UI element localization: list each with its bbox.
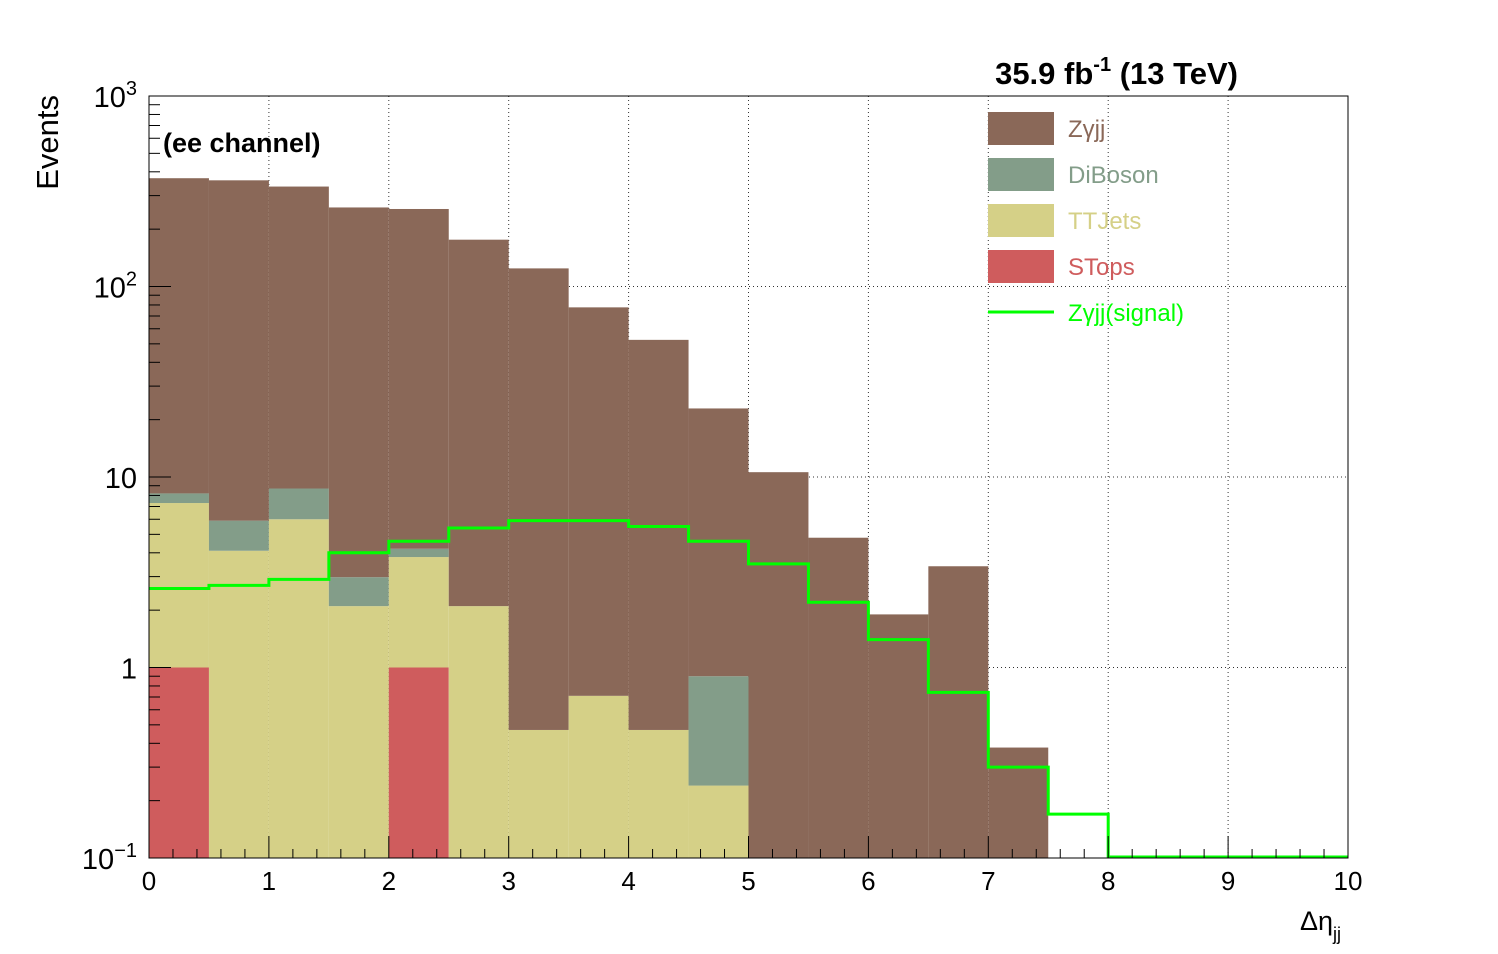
x-tick-label: 10 [1334, 866, 1363, 896]
bar-diboson [388, 548, 449, 558]
bar-zgjj [748, 472, 809, 858]
bar-diboson [688, 676, 749, 786]
bar-ttjets [448, 606, 509, 858]
bar-diboson [208, 520, 269, 551]
bar-ttjets [688, 785, 749, 858]
legend-label: DiBoson [1068, 162, 1159, 189]
signal-line [149, 519, 1348, 859]
x-tick-label: 2 [382, 866, 396, 896]
bar-diboson [328, 577, 389, 607]
x-tick-label: 4 [621, 866, 635, 896]
x-tick-label: 0 [142, 866, 156, 896]
legend-swatch [988, 112, 1054, 145]
x-tick-labels: 0 1 2 3 4 5 6 7 8 9 10 [142, 866, 1363, 896]
x-tick-label: 8 [1101, 866, 1115, 896]
bar-ttjets [388, 557, 449, 668]
legend-label: Zγjj(signal) [1068, 300, 1184, 327]
legend-label: TTJets [1068, 208, 1141, 235]
bar-zgjj [268, 186, 329, 489]
bar-ttjets [328, 606, 389, 858]
x-tick-label: 3 [501, 866, 515, 896]
bar-ttjets [508, 729, 569, 858]
y-axis-label: Events [30, 95, 65, 190]
bar-zgjj [868, 614, 929, 858]
bar-zgjj [928, 566, 989, 858]
x-tick-label: 6 [861, 866, 875, 896]
x-tick-label: 9 [1221, 866, 1235, 896]
bar-ttjets [268, 519, 329, 858]
bar-stops [388, 667, 449, 858]
bar-zgjj [808, 537, 869, 858]
y-tick-label: 1 [121, 654, 137, 686]
bar-zgjj [388, 208, 449, 549]
bar-zgjj [149, 178, 209, 494]
y-tick-label: 10−1 [82, 840, 137, 876]
bar-zgjj [328, 207, 389, 578]
channel-annotation: (ee channel) [163, 128, 321, 158]
y-tick-labels: 10−1 1 10 102 103 [82, 78, 137, 876]
chart-title: 35.9 fb-1 (13 TeV) [995, 54, 1238, 91]
x-axis-label: Δηjj [1300, 906, 1341, 944]
bar-zgjj [208, 180, 269, 521]
axis-ticks [148, 95, 1349, 859]
y-tick-label: 102 [94, 269, 137, 305]
bar-zgjj [448, 239, 509, 607]
bar-ttjets [568, 695, 629, 858]
bar-zgjj [988, 747, 1049, 858]
legend: Zγjj DiBoson TTJets STops Zγjj(signal) [988, 112, 1184, 327]
y-tick-label: 103 [94, 78, 137, 114]
x-tick-label: 1 [262, 866, 276, 896]
bar-zgjj [508, 268, 569, 730]
legend-label: STops [1068, 254, 1135, 281]
bar-zgjj [628, 339, 689, 730]
bar-stops [149, 667, 209, 858]
bar-ttjets [628, 729, 689, 858]
x-tick-label: 7 [981, 866, 995, 896]
bar-diboson [268, 488, 329, 520]
bar-diboson [149, 493, 209, 504]
bar-ttjets [149, 503, 209, 668]
bar-zgjj [568, 307, 629, 696]
bar-ttjets [208, 550, 269, 858]
legend-swatch [988, 204, 1054, 237]
stacked-bars [149, 178, 1049, 858]
legend-swatch [988, 158, 1054, 191]
y-tick-label: 10 [105, 463, 137, 495]
x-tick-label: 5 [741, 866, 755, 896]
legend-label: Zγjj [1068, 116, 1105, 143]
signal-curve [149, 519, 1348, 859]
legend-swatch [988, 250, 1054, 283]
